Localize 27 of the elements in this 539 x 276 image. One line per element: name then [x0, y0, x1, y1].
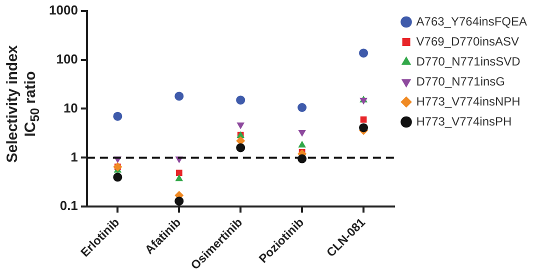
point	[360, 116, 367, 123]
point	[236, 96, 246, 105]
legend-label: H773_V774insPH	[416, 114, 512, 128]
point	[113, 112, 122, 121]
point	[298, 130, 306, 137]
y-tick-label: 100	[56, 51, 78, 66]
point	[174, 92, 184, 101]
point	[359, 123, 368, 132]
point	[113, 172, 122, 182]
point	[236, 143, 246, 152]
point	[298, 102, 307, 112]
y-tick-label: 0.1	[60, 198, 78, 214]
legend-label: A763_Y764insFQEA	[416, 14, 528, 28]
point	[236, 122, 244, 130]
point	[176, 170, 182, 176]
point	[174, 196, 184, 206]
point	[360, 98, 368, 105]
y-tick-label: 1	[70, 149, 78, 164]
point	[298, 140, 306, 148]
point	[359, 48, 368, 58]
legend-label: H773_V774insNPH	[416, 94, 520, 108]
legend-label: D770_N771insSVD	[416, 54, 521, 68]
point	[175, 174, 184, 182]
legend-label: D770_N771insG	[416, 74, 505, 88]
legend-label: V769_D770insASV	[416, 34, 520, 48]
y-tick-label: 1000	[49, 2, 78, 18]
y-tick-label: 10	[63, 100, 78, 116]
